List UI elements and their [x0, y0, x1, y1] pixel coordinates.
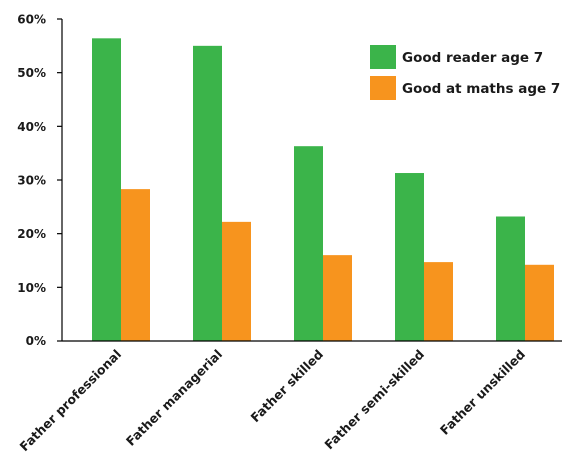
bar-good-reader — [294, 146, 323, 341]
bar-good-at-maths — [525, 264, 554, 341]
y-tick-label: 30% — [17, 174, 46, 188]
y-tick-label: 0% — [26, 334, 46, 348]
legend-label: Good at maths age 7 — [402, 81, 560, 97]
legend-swatch — [370, 76, 396, 100]
y-tick-label: 50% — [17, 66, 46, 80]
x-category-label: Father semi-skilled — [321, 347, 427, 453]
bar-good-at-maths — [222, 221, 251, 341]
legend: Good reader age 7 Good at maths age 7 — [370, 45, 560, 100]
bar-good-reader — [496, 216, 525, 341]
bars-layer — [92, 38, 554, 341]
legend-label: Good reader age 7 — [402, 50, 543, 66]
legend-swatch — [370, 45, 396, 69]
bar-good-at-maths — [424, 262, 453, 341]
y-tick-label: 60% — [17, 13, 46, 27]
bar-good-reader — [92, 38, 121, 341]
x-category-label: Father managerial — [123, 347, 225, 449]
x-category-label: Father unskilled — [437, 347, 528, 438]
bar-good-reader — [193, 45, 222, 341]
x-category-label: Father skilled — [248, 347, 327, 426]
y-tick-label: 10% — [17, 281, 46, 295]
x-category-label: Father professional — [17, 347, 125, 455]
bar-good-at-maths — [121, 189, 150, 341]
y-tick-label: 40% — [17, 120, 46, 134]
bar-good-at-maths — [323, 255, 352, 341]
y-tick-label: 20% — [17, 227, 46, 241]
bar-good-reader — [395, 173, 424, 341]
y-axis-ticks: 0% 10% 20% 30% 40% 50% 60% — [17, 13, 62, 348]
